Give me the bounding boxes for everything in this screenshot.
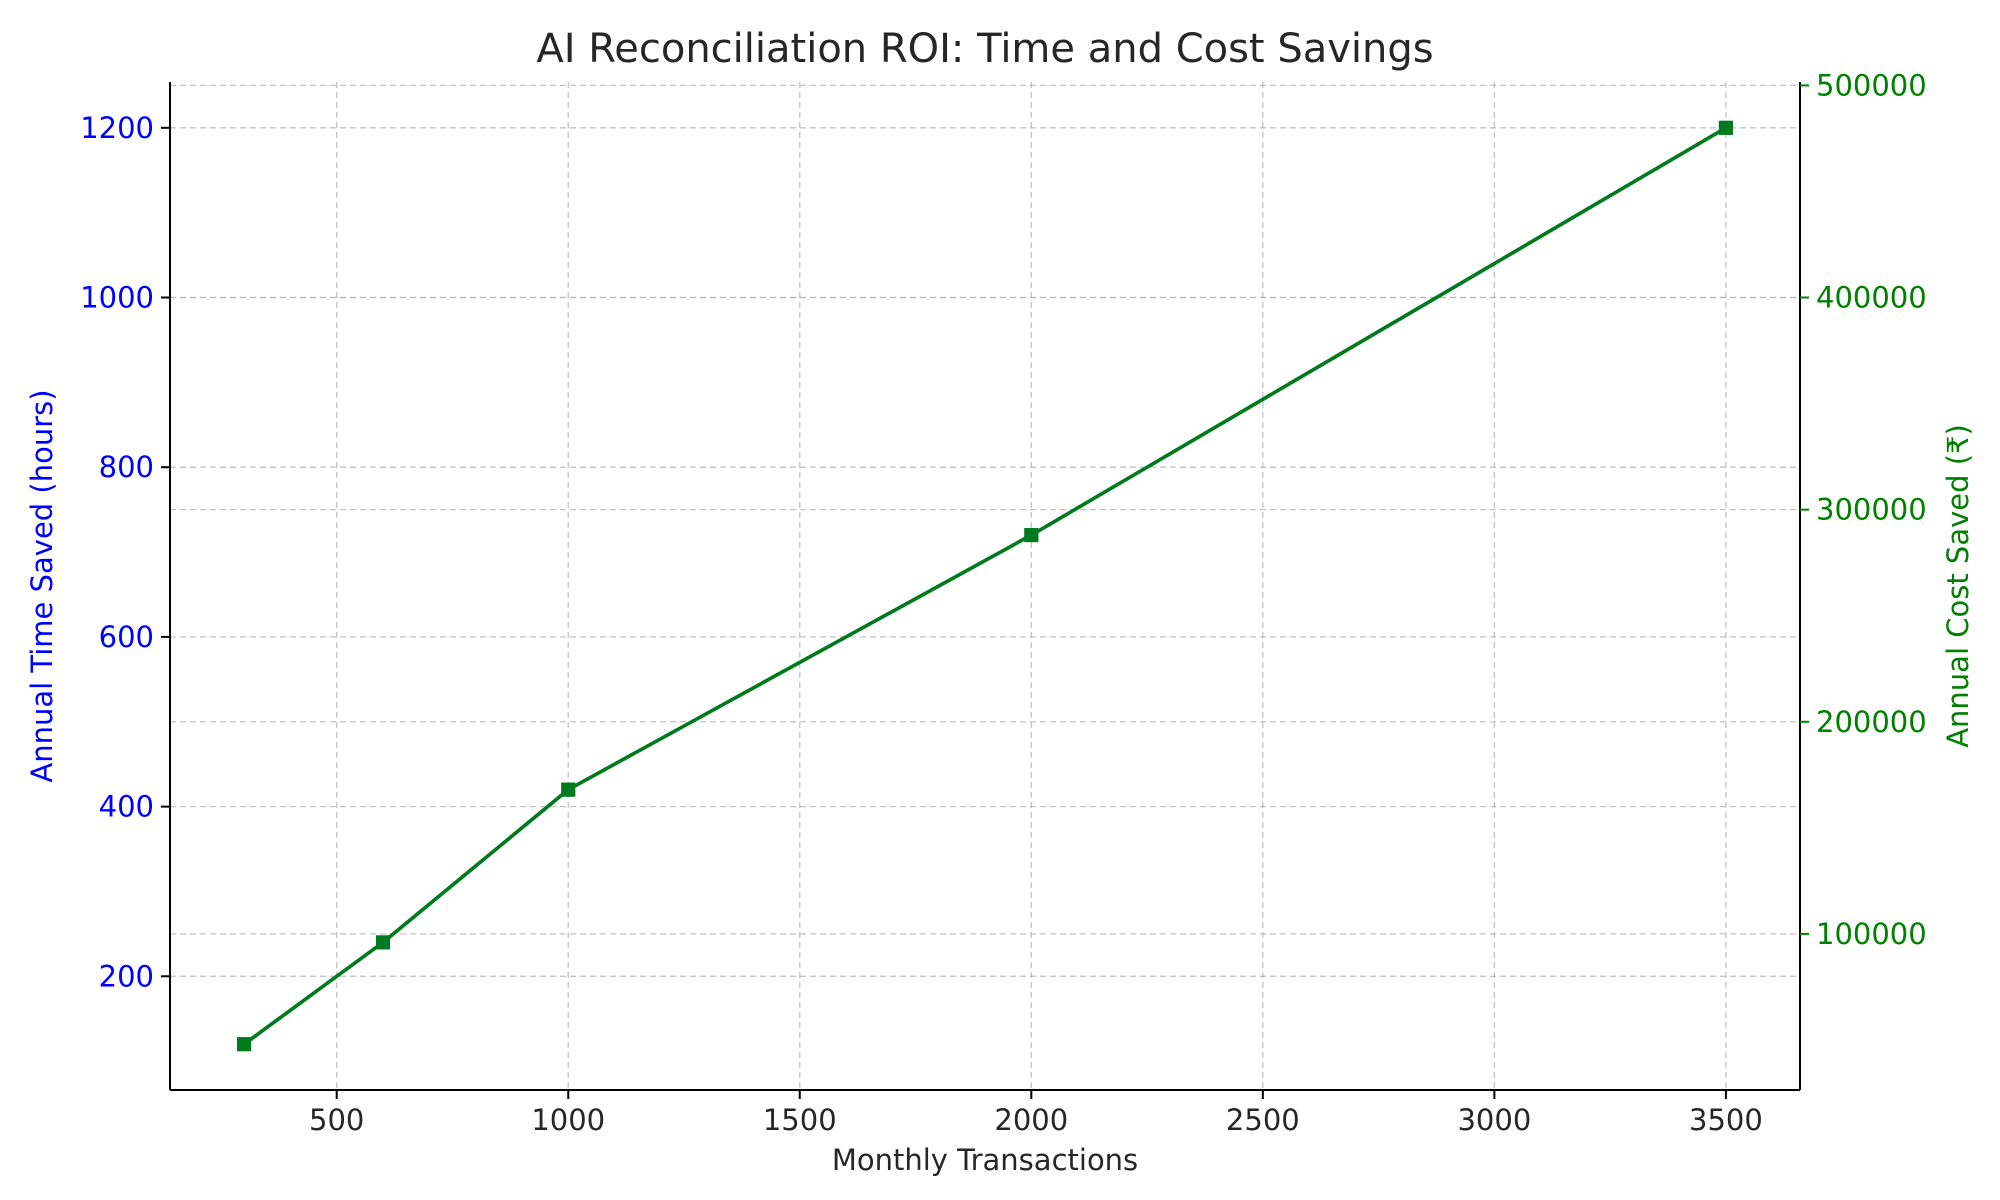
y-right-tick-label: 200000 [1816, 705, 1927, 739]
x-tick-label: 2500 [1226, 1103, 1300, 1137]
y-axis-left-label: Annual Time Saved (hours) [25, 389, 59, 782]
y-left-tick-label: 800 [99, 450, 154, 484]
grid-lines [170, 82, 1800, 1090]
x-tick-label: 3500 [1689, 1103, 1763, 1137]
y-left-tick-label: 400 [99, 790, 154, 824]
x-axis-label: Monthly Transactions [832, 1143, 1138, 1177]
series-line-left [243, 126, 1727, 1046]
x-tick-label: 500 [309, 1103, 364, 1137]
x-tick-label: 2000 [994, 1103, 1068, 1137]
data-point-right [237, 1037, 252, 1052]
y-right-tick-label: 400000 [1816, 281, 1927, 315]
y-left-tick-label: 600 [99, 620, 154, 654]
y-left-tick-label: 1200 [80, 111, 154, 145]
data-point-right [376, 935, 391, 950]
x-tick-label: 1500 [763, 1103, 837, 1137]
series-line-right [243, 126, 1727, 1046]
y-axis-right-label: Annual Cost Saved (₹) [1941, 424, 1975, 748]
data-point-right [561, 782, 576, 797]
data-point-right [1024, 528, 1039, 543]
series-layer [237, 120, 1733, 1052]
axes: 500 1000 1500 2000 2500 3000 3500 200 400 600 800 1… [80, 68, 1927, 1137]
chart-title: AI Reconciliation ROI: Time and Cost Sav… [536, 26, 1433, 72]
y-right-tick-label: 100000 [1816, 917, 1927, 951]
x-tick-label: 1000 [531, 1103, 605, 1137]
y-right-tick-label: 300000 [1816, 493, 1927, 527]
y-right-tick-label: 500000 [1816, 68, 1927, 102]
x-tick-label: 3000 [1457, 1103, 1531, 1137]
y-left-tick-label: 1000 [80, 281, 154, 315]
data-point-right [1718, 120, 1733, 135]
y-left-tick-label: 200 [99, 959, 154, 993]
